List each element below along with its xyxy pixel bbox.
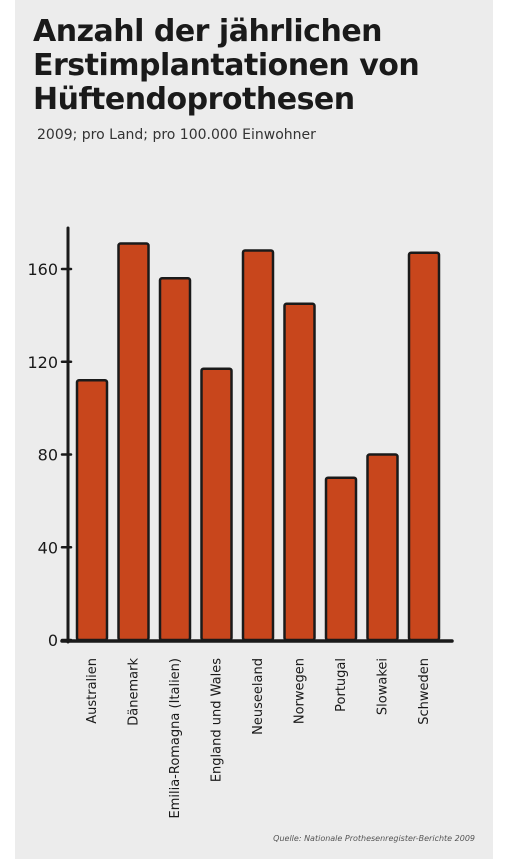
bar-0	[75, 379, 109, 642]
x-tick-label-4: Neuseeland	[251, 658, 266, 735]
x-tick-label-6: Portugal	[334, 658, 349, 712]
bar-8	[407, 251, 441, 642]
bar-6	[324, 476, 358, 642]
y-tick-label-0: 0	[48, 631, 58, 650]
bar-7	[366, 453, 399, 642]
x-tick-label-7: Slowakei	[376, 658, 391, 715]
y-tick-label-1: 40	[38, 538, 58, 557]
chart-subtitle: 2009; pro Land; pro 100.000 Einwohner	[37, 127, 316, 143]
x-tick-label-1: Dänemark	[127, 658, 142, 726]
x-tick-label-3: England und Wales	[210, 658, 225, 782]
y-tick-label-2: 80	[38, 446, 58, 465]
x-tick-label-5: Norwegen	[293, 658, 308, 724]
bar-4	[241, 249, 275, 642]
bar-2	[158, 277, 192, 642]
x-tick-label-8: Schweden	[417, 658, 432, 725]
x-tick-label-2: Emilia-Romagna (Italien)	[168, 658, 183, 819]
y-tick-label-3: 120	[27, 353, 58, 372]
y-tick-label-4: 160	[27, 260, 58, 279]
x-tick-label-0: Australien	[85, 658, 100, 724]
bar-5	[283, 302, 316, 642]
chart-source: Quelle: Nationale Prothesenregister-Beri…	[273, 834, 475, 843]
bar-1	[117, 242, 150, 642]
chart-title: Anzahl der jährlichen Erstimplantationen…	[33, 14, 420, 117]
bar-3	[200, 367, 233, 642]
